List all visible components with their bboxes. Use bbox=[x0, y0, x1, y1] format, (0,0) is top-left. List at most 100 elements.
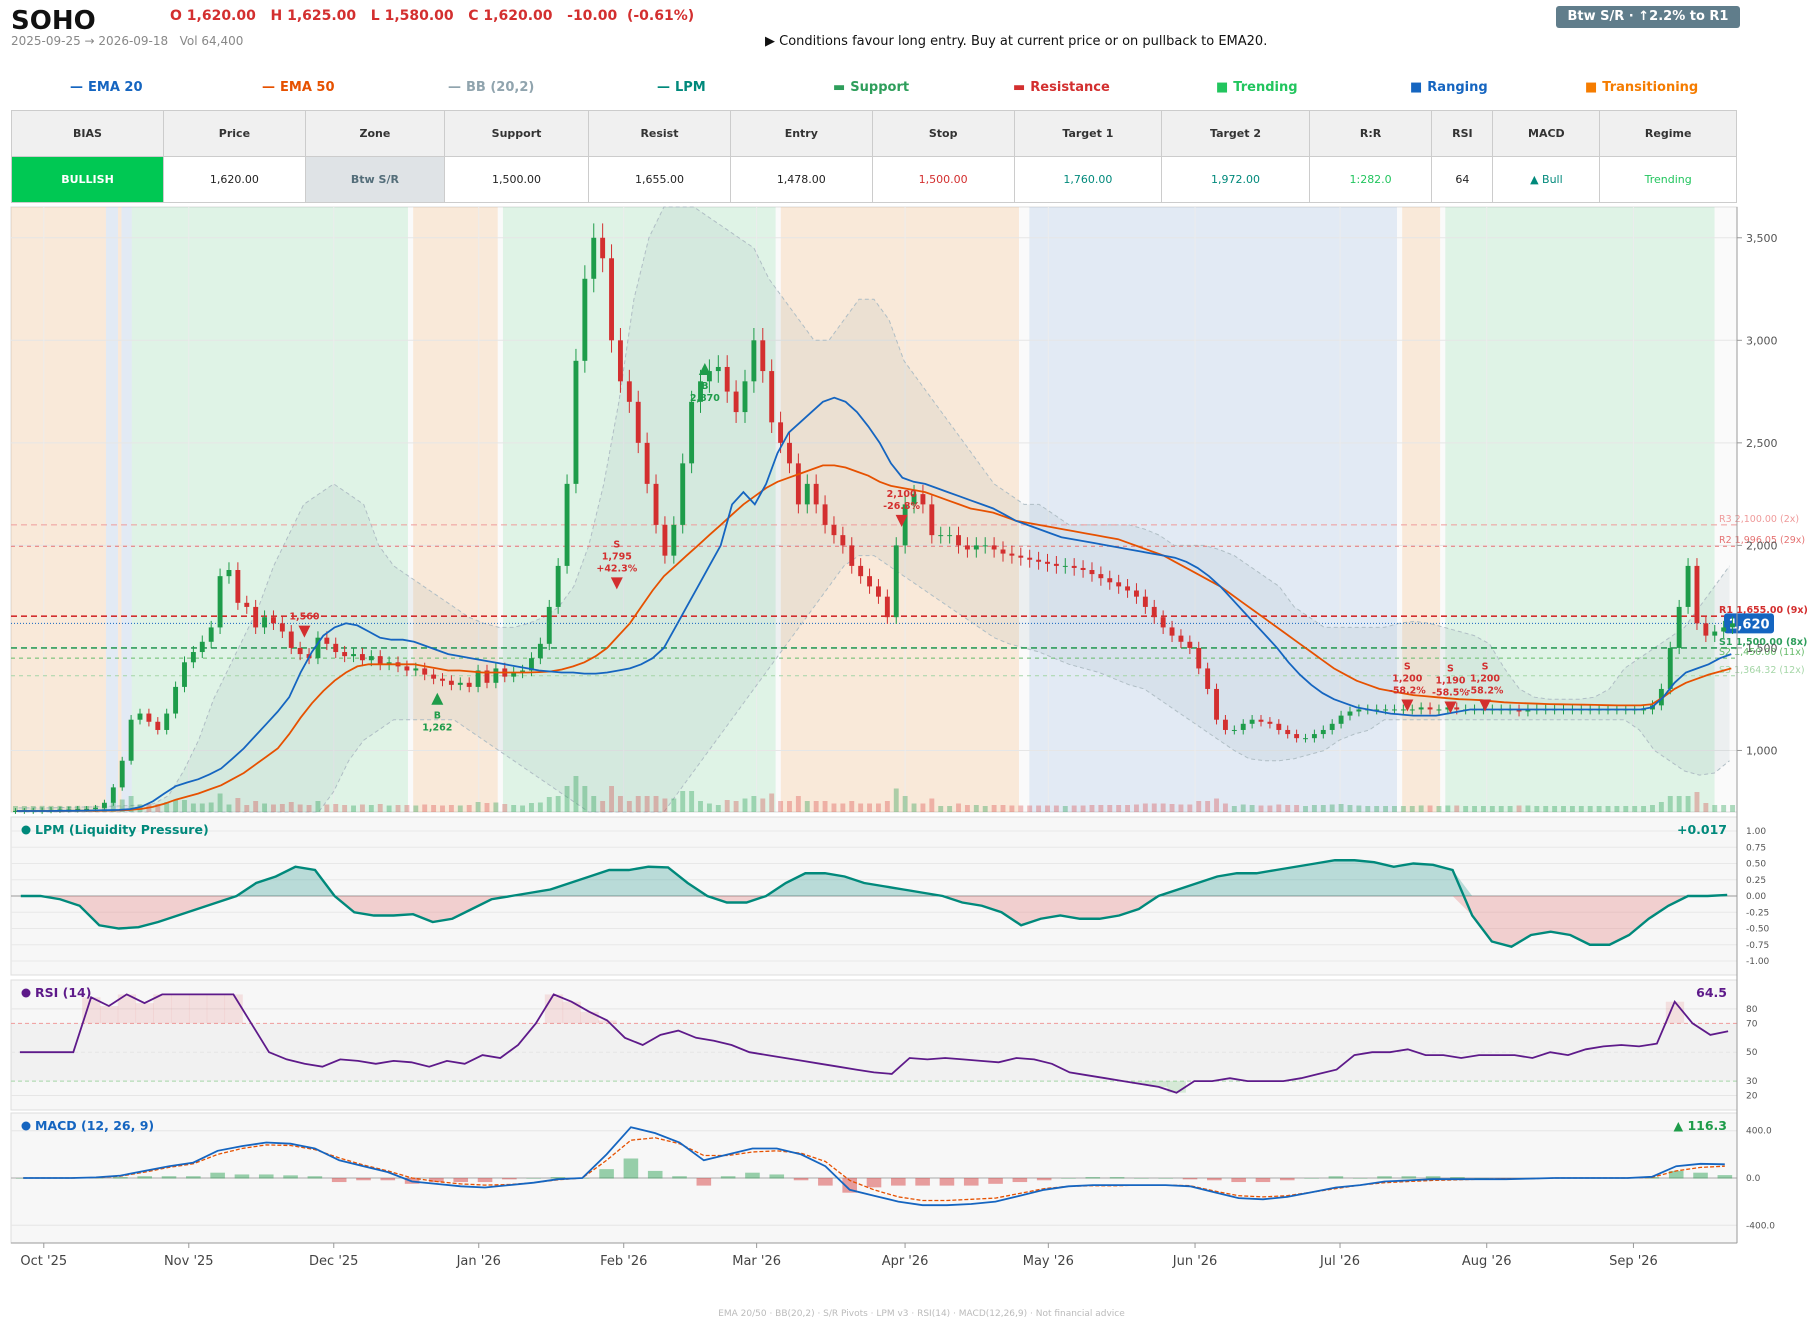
macd-histogram-bar bbox=[210, 1172, 225, 1179]
volume-bar bbox=[529, 803, 534, 812]
volume-bar bbox=[1107, 805, 1113, 812]
buy-marker-label: B bbox=[701, 381, 708, 392]
candle-body bbox=[698, 381, 703, 402]
candle-body bbox=[1641, 709, 1647, 711]
volume-bar bbox=[119, 799, 125, 812]
candle-body bbox=[902, 504, 908, 546]
x-tick-label: Apr '26 bbox=[882, 1254, 929, 1269]
legend-item-lpm[interactable]: — LPM bbox=[657, 80, 706, 95]
x-tick-label: Oct '25 bbox=[20, 1254, 67, 1269]
date-volume-readout: 2025-09-25 → 2026-09-18 Vol 64,400 bbox=[11, 34, 243, 48]
volume-bar bbox=[1498, 806, 1504, 812]
volume-bar bbox=[1240, 804, 1246, 812]
volume-bar bbox=[662, 798, 668, 812]
legend-item-resistance[interactable]: ▬ Resistance bbox=[1013, 80, 1110, 95]
volume-bar bbox=[1650, 805, 1655, 812]
candle-body bbox=[1267, 721, 1273, 724]
sell-marker-icon bbox=[895, 514, 908, 527]
volume-bar bbox=[208, 802, 214, 812]
volume-bar bbox=[698, 801, 703, 812]
regime-band-ranging bbox=[1029, 207, 1397, 812]
ohlc-readout: O 1,620.00 H 1,625.00 L 1,580.00 C 1,620… bbox=[170, 8, 695, 24]
volume-bar bbox=[190, 803, 196, 812]
lpm-title: LPM (Liquidity Pressure) bbox=[35, 822, 209, 837]
candle-body bbox=[13, 810, 18, 812]
volume-bar bbox=[1685, 796, 1691, 812]
candle-body bbox=[1436, 709, 1442, 711]
macd-histogram-bar bbox=[891, 1178, 906, 1186]
legend-label: Ranging bbox=[1427, 80, 1488, 95]
volume-bar bbox=[760, 798, 766, 812]
volume-bar bbox=[795, 796, 801, 812]
candle-body bbox=[164, 713, 170, 730]
zone-badge: Btw S/R · ↑2.2% to R1 bbox=[1556, 6, 1740, 28]
volume-bar bbox=[164, 802, 170, 812]
legend-item-bb-20-2-[interactable]: — BB (20,2) bbox=[448, 80, 534, 95]
volume-bar bbox=[858, 803, 864, 812]
metric-header-support: Support bbox=[444, 110, 590, 157]
volume-bar bbox=[964, 805, 970, 812]
volume-bar bbox=[1329, 804, 1335, 812]
rsi-oversold-fill bbox=[1149, 1081, 1169, 1087]
candle-body bbox=[911, 494, 917, 505]
macd-line bbox=[23, 1126, 1725, 1207]
sell-marker-label: 1,190 bbox=[1435, 676, 1465, 687]
legend-item-ranging[interactable]: ■ Ranging bbox=[1410, 80, 1488, 95]
macd-histogram-bar bbox=[502, 1178, 517, 1180]
legend-swatch-icon: ▬ bbox=[833, 80, 846, 95]
lpm-tick-label: -0.75 bbox=[1746, 941, 1769, 951]
macd-histogram-bar bbox=[429, 1178, 444, 1183]
volume-bar bbox=[1151, 803, 1157, 812]
volume-bar bbox=[502, 804, 508, 812]
candle-body bbox=[182, 662, 187, 687]
candle-body bbox=[1311, 734, 1317, 739]
x-tick-label: Dec '25 bbox=[309, 1254, 358, 1269]
candle-body bbox=[1721, 627, 1727, 632]
volume-bar bbox=[431, 805, 437, 812]
candle-body bbox=[1356, 709, 1362, 712]
rsi-overbought-fill bbox=[99, 1006, 119, 1024]
candle-body bbox=[315, 637, 321, 659]
regime-band-transitioning bbox=[118, 207, 122, 812]
lpm-negative-area bbox=[20, 896, 1728, 947]
volume-bar bbox=[582, 786, 588, 812]
volume-bar bbox=[1667, 796, 1673, 812]
candle-body bbox=[635, 401, 641, 443]
legend-item-transitioning[interactable]: ■ Transitioning bbox=[1585, 80, 1698, 95]
sell-marker-label: S bbox=[613, 539, 620, 550]
volume-bar bbox=[359, 804, 365, 812]
candle-body bbox=[288, 631, 294, 648]
volume-bar bbox=[128, 796, 134, 812]
macd-histogram-bar bbox=[1717, 1175, 1733, 1179]
candle-body bbox=[1142, 596, 1148, 607]
volume-bar bbox=[1187, 804, 1193, 812]
legend-item-ema-20[interactable]: — EMA 20 bbox=[70, 80, 143, 95]
volume-bar bbox=[973, 805, 979, 812]
volume-bar bbox=[1632, 806, 1638, 812]
candle-body bbox=[1400, 709, 1406, 711]
candle-body bbox=[1027, 557, 1033, 560]
legend-item-trending[interactable]: ■ Trending bbox=[1216, 80, 1298, 95]
candle-body bbox=[1071, 565, 1077, 568]
volume-bar bbox=[1134, 804, 1139, 812]
macd-histogram-bar bbox=[331, 1178, 347, 1183]
volume-bar bbox=[1214, 798, 1219, 812]
volume-bar bbox=[404, 805, 410, 812]
volume-bar bbox=[1596, 806, 1602, 812]
volume-bar bbox=[30, 806, 36, 812]
candle-body bbox=[778, 422, 784, 443]
candle-body bbox=[680, 463, 686, 525]
legend-item-support[interactable]: ▬ Support bbox=[833, 80, 909, 95]
volume-bar bbox=[867, 803, 872, 812]
regime-band-trending bbox=[1445, 207, 1715, 812]
volume-bar bbox=[66, 806, 72, 812]
candle-body bbox=[431, 674, 437, 679]
volume-bar bbox=[609, 786, 614, 812]
candle-body bbox=[217, 576, 223, 628]
volume-bar bbox=[1400, 806, 1406, 812]
legend-item-ema-50[interactable]: — EMA 50 bbox=[262, 80, 335, 95]
legend-swatch-icon: ■ bbox=[1585, 80, 1598, 95]
candle-body bbox=[1231, 729, 1237, 731]
volume-bar bbox=[813, 801, 819, 812]
